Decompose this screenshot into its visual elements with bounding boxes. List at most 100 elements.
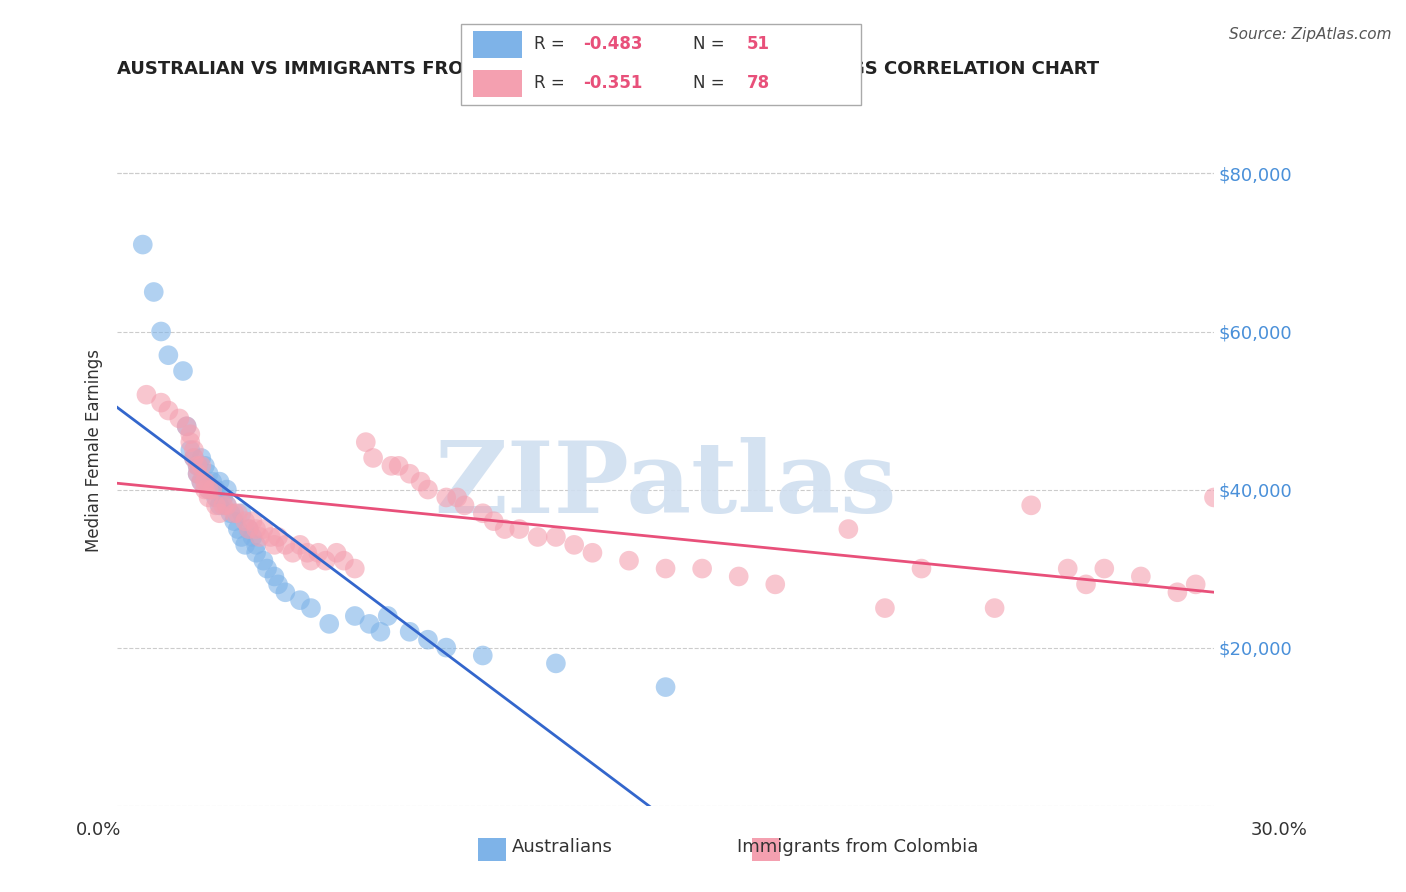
Point xyxy=(208,475,231,489)
Point xyxy=(179,443,201,458)
Point xyxy=(183,450,205,465)
Point xyxy=(194,475,217,489)
Point xyxy=(453,499,475,513)
Point xyxy=(231,506,253,520)
Point xyxy=(471,648,494,663)
Point xyxy=(157,348,180,362)
Text: Source: ZipAtlas.com: Source: ZipAtlas.com xyxy=(1229,27,1392,42)
Point xyxy=(494,522,516,536)
Point xyxy=(190,450,212,465)
Point xyxy=(288,593,311,607)
FancyBboxPatch shape xyxy=(474,70,522,97)
Point xyxy=(544,530,567,544)
Text: 30.0%: 30.0% xyxy=(1251,821,1308,838)
Point xyxy=(370,624,392,639)
Point xyxy=(187,467,209,481)
Point xyxy=(226,506,249,520)
Point xyxy=(1129,569,1152,583)
Point xyxy=(194,458,217,473)
Point xyxy=(763,577,786,591)
Point xyxy=(187,458,209,473)
Point xyxy=(197,467,219,481)
Point xyxy=(274,585,297,599)
Point xyxy=(526,530,548,544)
Text: -0.351: -0.351 xyxy=(583,74,643,92)
Point xyxy=(315,554,337,568)
Point xyxy=(190,475,212,489)
Point xyxy=(398,624,420,639)
Text: 0.0%: 0.0% xyxy=(76,821,121,838)
Point xyxy=(212,499,235,513)
Point xyxy=(416,483,439,497)
Point xyxy=(581,546,603,560)
Point xyxy=(1202,491,1225,505)
Point xyxy=(690,561,713,575)
Point xyxy=(343,561,366,575)
Point xyxy=(1166,585,1188,599)
Point xyxy=(142,285,165,299)
FancyBboxPatch shape xyxy=(461,24,860,105)
Point xyxy=(194,483,217,497)
Point xyxy=(219,506,242,520)
Point xyxy=(190,458,212,473)
Text: R =: R = xyxy=(534,74,571,92)
Text: -0.483: -0.483 xyxy=(583,36,643,54)
Text: Immigrants from Colombia: Immigrants from Colombia xyxy=(737,838,979,856)
Point xyxy=(197,483,219,497)
Point xyxy=(910,561,932,575)
Point xyxy=(245,546,267,560)
Point xyxy=(224,506,246,520)
Point xyxy=(205,483,228,497)
Point xyxy=(354,435,377,450)
Point xyxy=(1184,577,1206,591)
Point xyxy=(226,522,249,536)
Point xyxy=(238,522,260,536)
Point xyxy=(873,601,896,615)
Point xyxy=(242,514,264,528)
FancyBboxPatch shape xyxy=(747,834,786,865)
Point xyxy=(179,435,201,450)
Point xyxy=(197,483,219,497)
Point xyxy=(190,475,212,489)
Point xyxy=(299,554,322,568)
Point xyxy=(434,640,457,655)
Point xyxy=(224,514,246,528)
Point xyxy=(837,522,859,536)
Point xyxy=(197,491,219,505)
Point xyxy=(256,561,278,575)
FancyBboxPatch shape xyxy=(472,834,512,865)
Point xyxy=(983,601,1005,615)
Point xyxy=(252,522,274,536)
Point xyxy=(333,554,356,568)
Point xyxy=(150,395,173,409)
Point xyxy=(388,458,411,473)
Point xyxy=(267,577,290,591)
Text: N =: N = xyxy=(693,74,730,92)
Point xyxy=(409,475,432,489)
Point xyxy=(208,499,231,513)
Point xyxy=(297,546,319,560)
Y-axis label: Median Female Earnings: Median Female Earnings xyxy=(86,349,103,551)
Point xyxy=(307,546,329,560)
Point xyxy=(416,632,439,647)
Point xyxy=(215,483,238,497)
Point xyxy=(562,538,585,552)
Point xyxy=(238,522,260,536)
Point xyxy=(187,467,209,481)
Point xyxy=(446,491,468,505)
Point xyxy=(150,325,173,339)
Point xyxy=(132,237,155,252)
Point xyxy=(343,609,366,624)
Point xyxy=(201,475,224,489)
Point xyxy=(377,609,399,624)
Point xyxy=(1056,561,1078,575)
Point xyxy=(176,419,198,434)
Point xyxy=(434,491,457,505)
Point xyxy=(398,467,420,481)
Point xyxy=(169,411,191,425)
Point xyxy=(471,506,494,520)
Point xyxy=(252,554,274,568)
Point xyxy=(215,499,238,513)
Text: 78: 78 xyxy=(747,74,769,92)
Point xyxy=(179,427,201,442)
